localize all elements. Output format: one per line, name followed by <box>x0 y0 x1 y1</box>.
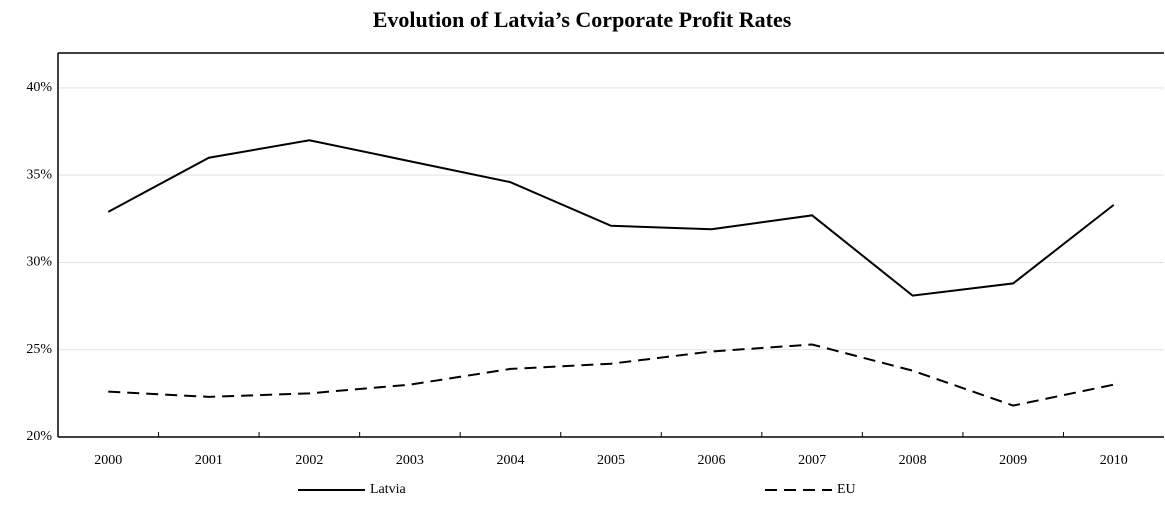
x-tick-label: 2009 <box>999 453 1027 468</box>
x-tick-label: 2007 <box>798 453 826 468</box>
x-tick-label: 2006 <box>698 453 726 468</box>
x-tick-label: 2008 <box>899 453 927 468</box>
legend-label: Latvia <box>370 482 407 497</box>
y-tick-label: 25% <box>26 342 52 357</box>
chart-title: Evolution of Latvia’s Corporate Profit R… <box>373 7 792 32</box>
x-tick-label: 2010 <box>1100 453 1128 468</box>
x-tick-label: 2002 <box>295 453 323 468</box>
y-tick-label: 40% <box>26 80 52 95</box>
x-tick-label: 2001 <box>195 453 223 468</box>
y-tick-label: 20% <box>26 429 52 444</box>
y-tick-label: 30% <box>26 255 52 270</box>
series-line <box>108 343 1114 407</box>
legend-label: EU <box>837 482 856 497</box>
series-line <box>107 139 1115 297</box>
x-tick-label: 2005 <box>597 453 625 468</box>
x-tick-label: 2004 <box>496 453 524 468</box>
y-tick-label: 35% <box>26 167 52 182</box>
x-tick-label: 2003 <box>396 453 424 468</box>
x-tick-label: 2000 <box>94 453 122 468</box>
